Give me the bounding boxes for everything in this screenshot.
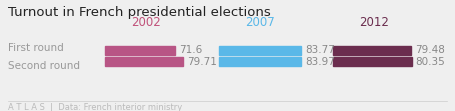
Text: Second round: Second round — [8, 60, 80, 70]
Text: 2002: 2002 — [131, 16, 161, 29]
Text: 83.97: 83.97 — [305, 57, 335, 67]
Text: A T L A S  |  Data: French interior ministry: A T L A S | Data: French interior minist… — [8, 103, 182, 111]
Text: 2007: 2007 — [245, 16, 275, 29]
Bar — [105, 57, 183, 66]
Bar — [333, 46, 411, 55]
Text: 2012: 2012 — [359, 16, 389, 29]
Text: 80.35: 80.35 — [415, 57, 445, 67]
Text: 79.48: 79.48 — [415, 45, 445, 55]
Bar — [105, 46, 175, 55]
Text: 79.71: 79.71 — [187, 57, 217, 67]
Bar — [219, 46, 301, 55]
Text: First round: First round — [8, 43, 64, 53]
Text: Turnout in French presidential elections: Turnout in French presidential elections — [8, 6, 271, 19]
Text: 71.6: 71.6 — [179, 45, 202, 55]
Bar — [219, 57, 301, 66]
Bar — [333, 57, 411, 66]
Text: 83.77: 83.77 — [305, 45, 335, 55]
